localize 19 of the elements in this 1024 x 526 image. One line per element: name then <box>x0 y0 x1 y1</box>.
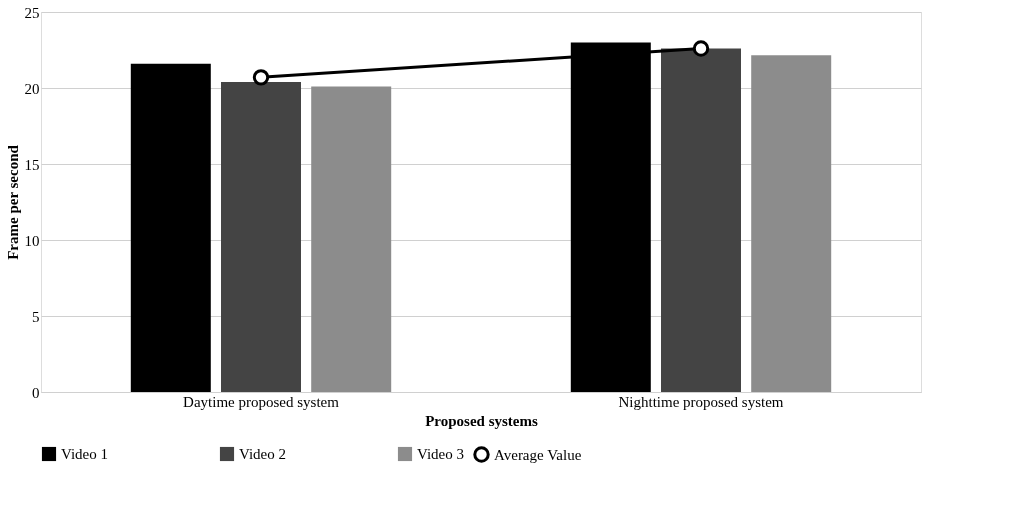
bar <box>311 86 392 392</box>
legend-label: Average Value <box>494 446 582 463</box>
bar <box>661 48 741 392</box>
x-axis-title: Proposed systems <box>425 412 538 429</box>
y-tick-label: 25 <box>24 4 40 21</box>
legend-label: Video 1 <box>61 446 109 462</box>
bar <box>221 81 301 392</box>
bar <box>130 63 211 392</box>
x-tick-label: Daytime proposed system <box>183 393 340 410</box>
y-tick-label: 0 <box>32 384 40 401</box>
bar <box>751 55 832 392</box>
y-tick-label: 5 <box>32 308 40 325</box>
legend-label: Video 3 <box>417 446 465 462</box>
y-tick-label: 15 <box>24 156 40 173</box>
y-axis-title: Frame per second <box>4 144 21 260</box>
legend-label: Video 2 <box>239 446 287 462</box>
y-tick-label: 20 <box>24 80 40 97</box>
y-tick-label: 10 <box>24 232 40 249</box>
x-tick-label: Nighttime proposed system <box>618 393 784 410</box>
